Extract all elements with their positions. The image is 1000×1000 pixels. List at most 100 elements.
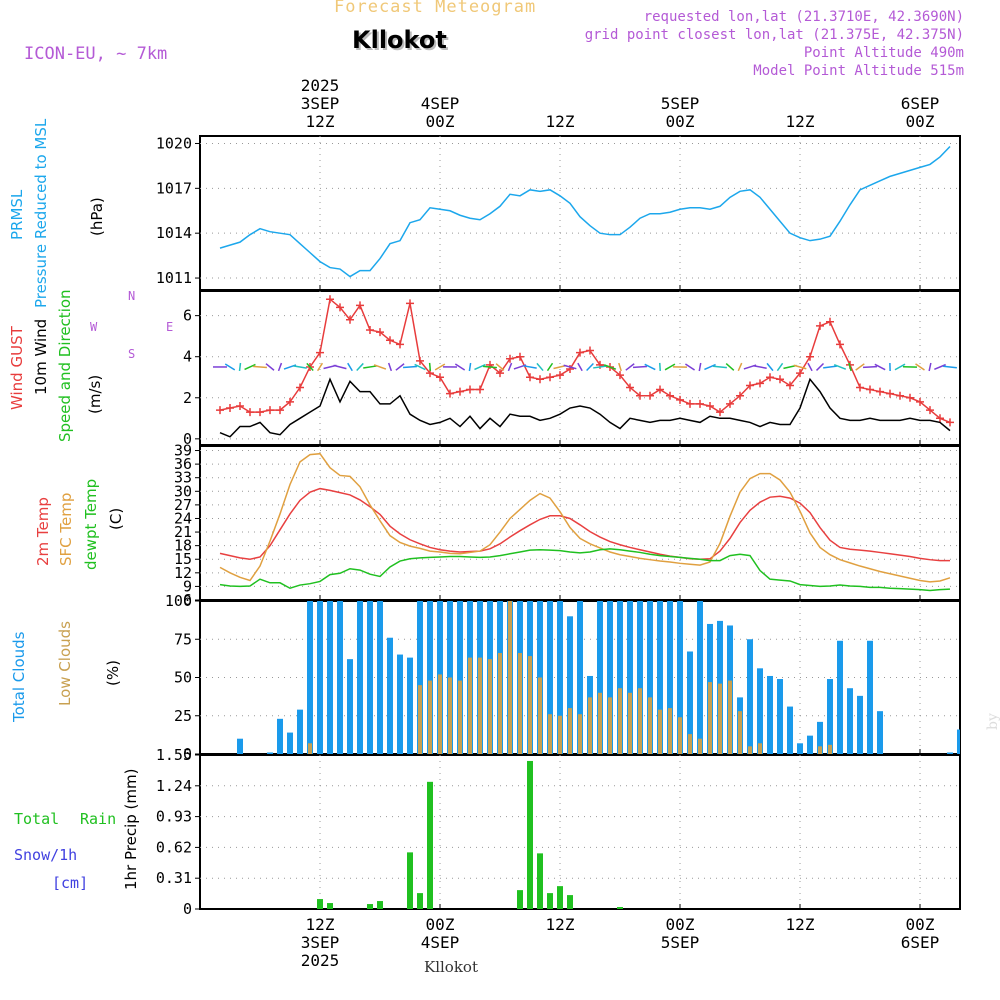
wind-arrow xyxy=(766,362,774,372)
gust-point xyxy=(476,385,484,394)
gust-point xyxy=(626,383,634,392)
y-tick-label: 1014 xyxy=(156,224,192,242)
gust-point xyxy=(216,406,224,415)
bar-total-clouds xyxy=(647,601,653,754)
point-altitude: Point Altitude 490m xyxy=(803,45,964,61)
product-title: Forecast Meteogram xyxy=(334,0,537,17)
wind-arrow xyxy=(737,362,743,372)
top-axis-label: 12Z xyxy=(546,112,575,131)
bar-total-clouds xyxy=(417,601,423,754)
wind-arrow xyxy=(306,362,314,372)
compass-e: E xyxy=(166,320,173,334)
wind-arrow xyxy=(265,363,275,371)
bar-total-rain xyxy=(367,904,373,909)
y-tick-label: 27 xyxy=(174,496,192,514)
gust-point xyxy=(456,387,464,396)
gust-point xyxy=(446,389,454,398)
gust-point xyxy=(396,340,404,349)
legend-rain: Rain xyxy=(80,810,117,828)
bar-total-clouds xyxy=(867,640,873,754)
gust-point xyxy=(236,401,244,410)
wind-arrow xyxy=(454,363,466,371)
wind-arrow xyxy=(704,363,716,371)
bar-low-clouds xyxy=(508,601,512,754)
bar-total-clouds xyxy=(547,601,553,754)
y-tick-label: 50 xyxy=(174,669,192,687)
bar-total-clouds xyxy=(667,601,673,754)
bar-total-clouds xyxy=(377,601,383,754)
wind-arrow xyxy=(333,364,347,370)
wind-arrow xyxy=(483,365,497,369)
y-tick-label: 33 xyxy=(174,469,192,487)
wind-arrow xyxy=(848,362,852,372)
wind-gust-label: Wind GUST xyxy=(8,326,26,410)
wind-arrow xyxy=(725,363,735,371)
sfctemp-label: SFC Temp xyxy=(57,492,75,566)
bar-total-clouds xyxy=(837,640,843,754)
bar-low-clouds xyxy=(308,743,312,754)
model-label: ICON-EU, ~ 7km xyxy=(24,44,168,64)
gust-point xyxy=(706,401,714,410)
bar-low-clouds xyxy=(428,680,432,754)
gust-point xyxy=(766,373,774,382)
bar-total-clouds xyxy=(827,679,833,754)
wind-arrow xyxy=(402,365,418,369)
series-line-10m-wind xyxy=(219,377,951,438)
wind-arrow xyxy=(793,364,807,370)
bottom-axis-label: 5SEP xyxy=(661,933,700,952)
top-axis-label: 4SEP xyxy=(421,94,460,113)
model-altitude: Model Point Altitude 515m xyxy=(753,63,964,79)
gust-point xyxy=(246,408,254,417)
wind-arrow xyxy=(238,362,242,372)
series-group xyxy=(219,452,951,592)
wind-arrow xyxy=(894,363,906,371)
wind-arrow xyxy=(603,364,617,370)
bar-low-clouds xyxy=(568,708,572,754)
series-group xyxy=(237,601,983,754)
bar-low-clouds xyxy=(478,657,482,754)
gust-point xyxy=(696,399,704,408)
total-clouds-label: Total Clouds xyxy=(10,631,28,722)
wind-arrow xyxy=(915,363,925,371)
speed-direction-label: Speed and Direction xyxy=(56,289,74,442)
bar-total-clouds xyxy=(767,675,773,754)
wind-arrow xyxy=(618,362,622,372)
gust-point xyxy=(836,340,844,349)
wind-arrow xyxy=(474,363,486,371)
gust-point xyxy=(916,397,924,406)
bar-total-clouds xyxy=(607,601,613,754)
gust-point xyxy=(946,418,954,427)
wind-arrow xyxy=(428,362,432,372)
top-axis-label: 3SEP xyxy=(301,94,340,113)
bar-total-clouds xyxy=(977,749,983,754)
gust-point xyxy=(356,301,364,310)
bar-low-clouds xyxy=(448,677,452,754)
gust-point xyxy=(316,348,324,357)
y-tick-label: 39 xyxy=(174,442,192,460)
bottom-axis-label: 4SEP xyxy=(421,933,460,952)
bar-total-clouds xyxy=(697,601,703,754)
gust-point xyxy=(806,352,814,361)
wind-arrow xyxy=(434,363,446,371)
gust-point xyxy=(416,356,424,365)
wind-arrow xyxy=(224,363,236,371)
percent-unit-label: (%) xyxy=(104,660,122,686)
top-axis-label: 5SEP xyxy=(661,94,700,113)
bottom-station-name: Kllokot xyxy=(424,958,478,976)
bar-total-rain xyxy=(537,853,543,909)
gust-point xyxy=(516,352,524,361)
panel-frame xyxy=(199,135,961,291)
y-tick-label: 9 xyxy=(183,577,192,595)
bar-total-clouds xyxy=(967,751,973,754)
gust-point xyxy=(256,408,264,417)
bar-total-rain xyxy=(617,907,623,909)
y-tick-label: 12 xyxy=(174,564,192,582)
wind-arrow xyxy=(414,363,426,371)
bar-low-clouds xyxy=(598,692,602,754)
wind-arrow xyxy=(244,363,256,371)
wind-arrow xyxy=(468,362,472,372)
bar-low-clouds xyxy=(708,682,712,754)
wind-arrow xyxy=(753,364,767,369)
bar-total-clouds xyxy=(367,601,373,754)
wind-arrow xyxy=(577,362,583,372)
